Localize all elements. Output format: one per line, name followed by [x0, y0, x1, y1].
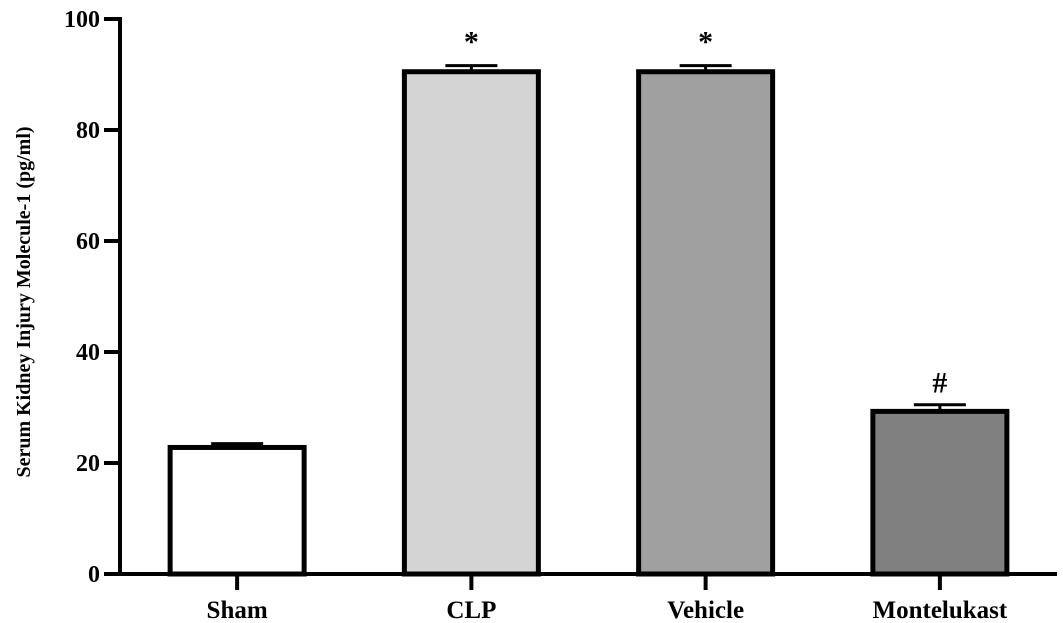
category-label-vehicle: Vehicle — [667, 597, 744, 623]
y-tick-label-40: 40 — [76, 340, 100, 366]
y-tick-label-0: 0 — [88, 562, 100, 588]
category-label-sham: Sham — [207, 597, 268, 623]
y-tick-label-80: 80 — [76, 118, 100, 144]
annotation-vehicle: * — [698, 26, 713, 59]
y-tick-label-60: 60 — [76, 229, 100, 255]
annotation-clp: * — [464, 26, 479, 59]
y-tick-label-100: 100 — [64, 7, 100, 33]
y-axis-title: Serum Kidney Injury Molecule-1 (pg/ml) — [13, 126, 35, 477]
y-tick-label-20: 20 — [76, 451, 100, 477]
category-label-clp: CLP — [446, 597, 496, 623]
bar-clp — [401, 69, 541, 577]
bar-vehicle — [636, 69, 776, 577]
bar-sham — [167, 444, 307, 577]
category-label-montelukast: Montelukast — [873, 597, 1008, 623]
bar-montelukast — [870, 408, 1010, 577]
annotation-montelukast: # — [932, 367, 947, 400]
